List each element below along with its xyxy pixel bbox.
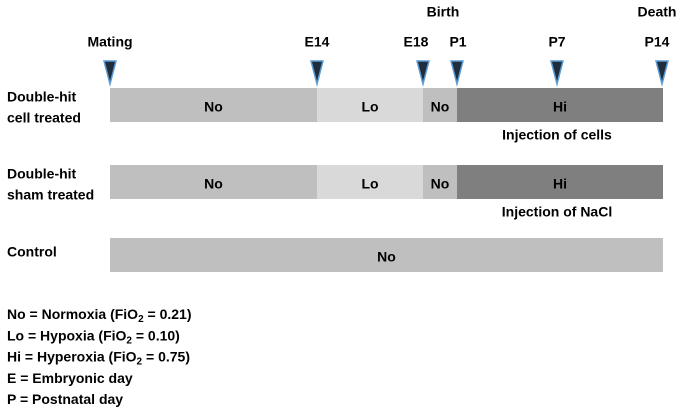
timepoint-marker xyxy=(416,60,430,87)
legend-subscript: 2 xyxy=(137,356,143,367)
row-label: Double-hit xyxy=(7,89,77,105)
row-label: Double-hit xyxy=(7,166,77,182)
legend-subscript: 2 xyxy=(126,335,132,346)
segment-label: Lo xyxy=(361,99,378,115)
row-note: Injection of cells xyxy=(502,127,612,143)
timepoint-marker xyxy=(103,60,117,87)
timepoint-marker xyxy=(550,60,564,87)
legend-item: P = Postnatal day xyxy=(7,391,123,407)
timepoint-label: E18 xyxy=(404,34,429,50)
legend-text: Lo = Hypoxia (FiO xyxy=(7,327,127,343)
segment-label: No xyxy=(377,249,396,265)
segment xyxy=(457,165,663,199)
segment xyxy=(110,238,663,272)
legend-subscript: 2 xyxy=(138,314,144,325)
segment xyxy=(110,88,317,122)
timepoint-marker xyxy=(310,60,324,87)
legend-item: Hi = Hyperoxia (FiO2 = 0.75) xyxy=(7,348,190,367)
timepoint-marker xyxy=(655,60,669,87)
legend-text: Hi = Hyperoxia (FiO xyxy=(7,348,137,364)
event-label: Birth xyxy=(427,4,460,20)
row-label: sham treated xyxy=(7,187,94,203)
segment-label: No xyxy=(204,99,223,115)
row-label: Control xyxy=(7,244,57,260)
legend-text: P = Postnatal day xyxy=(7,391,123,407)
legend-text: E = Embryonic day xyxy=(7,370,133,386)
legend-item: Lo = Hypoxia (FiO2 = 0.10) xyxy=(7,327,180,346)
event-label: Death xyxy=(638,4,677,20)
legend-item: E = Embryonic day xyxy=(7,370,133,386)
legend-item: No = Normoxia (FiO2 = 0.21) xyxy=(7,306,192,325)
segment xyxy=(457,88,663,122)
segment xyxy=(317,165,423,199)
row-note: Injection of NaCl xyxy=(502,204,612,220)
timepoint-label: Mating xyxy=(87,34,132,50)
segment xyxy=(423,88,457,122)
segment xyxy=(317,88,423,122)
segment-label: No xyxy=(431,99,450,115)
segment-label: Hi xyxy=(553,176,567,192)
row-label: cell treated xyxy=(7,110,81,126)
timepoint-label: P14 xyxy=(645,34,670,50)
timepoint-marker xyxy=(450,60,464,87)
legend-text: No = Normoxia (FiO xyxy=(7,306,138,322)
timepoint-label: P7 xyxy=(548,34,565,50)
segment xyxy=(110,165,317,199)
segment xyxy=(423,165,457,199)
segment-label: No xyxy=(431,176,450,192)
segment-label: Hi xyxy=(553,99,567,115)
legend-text: = 0.21) xyxy=(144,306,192,322)
segment-label: Lo xyxy=(361,176,378,192)
segment-label: No xyxy=(204,176,223,192)
legend-text: = 0.10) xyxy=(132,327,180,343)
timepoint-label: P1 xyxy=(449,34,466,50)
legend-text: = 0.75) xyxy=(142,348,190,364)
timepoint-label: E14 xyxy=(305,34,330,50)
